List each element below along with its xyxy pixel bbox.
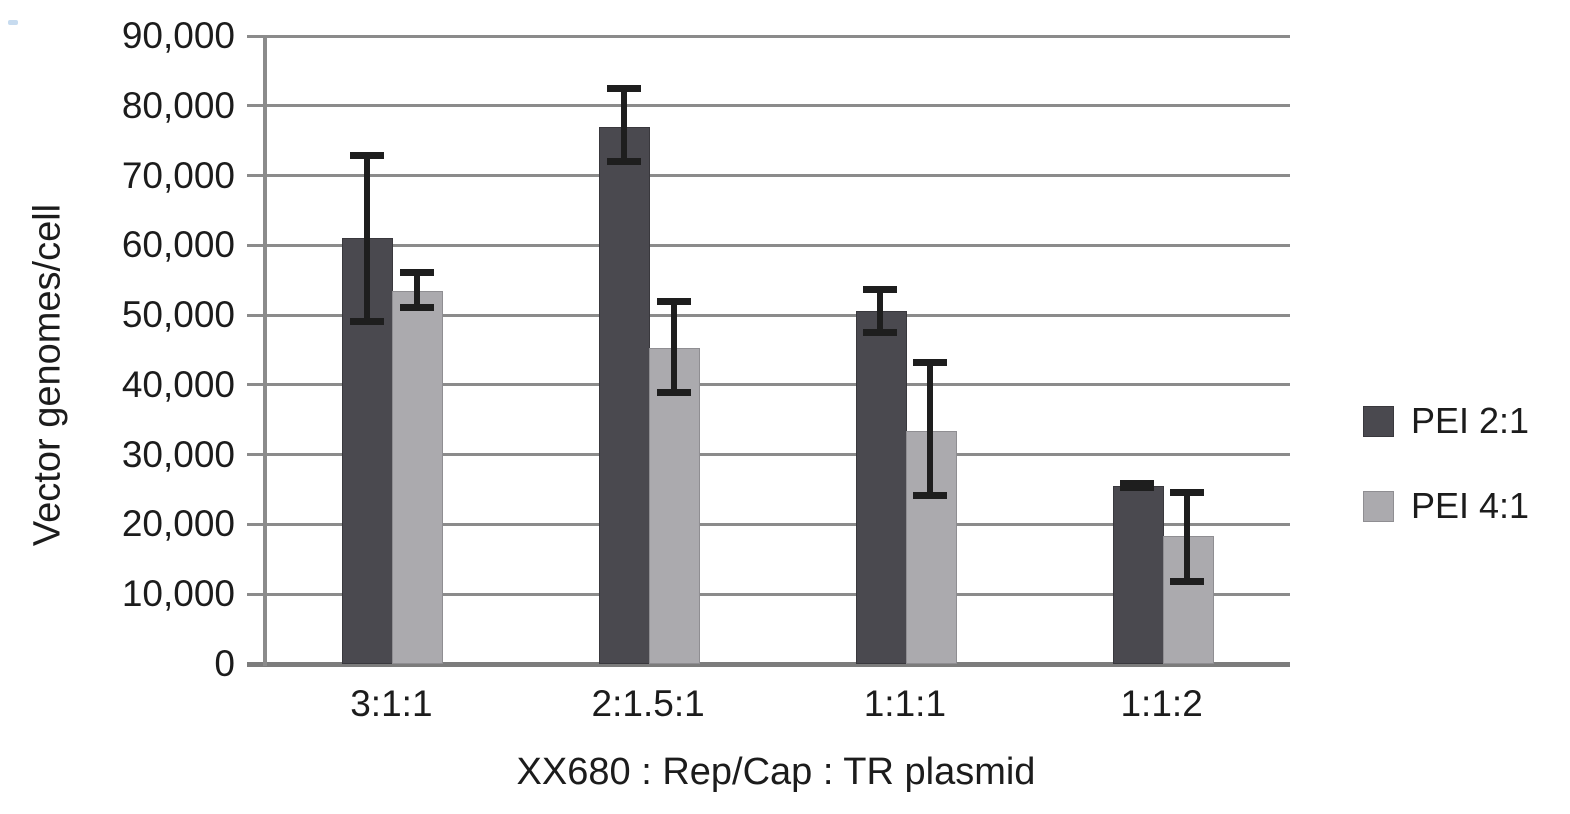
x-category-label: 1:1:2 bbox=[1120, 683, 1203, 724]
gridline bbox=[263, 104, 1290, 108]
y-tick-label: 60,000 bbox=[121, 224, 235, 266]
error-cap-top bbox=[913, 358, 948, 366]
bar-pei-4-1-3-1-1 bbox=[392, 291, 444, 664]
error-cap-bottom bbox=[349, 318, 384, 326]
legend-label: PEI 2:1 bbox=[1411, 400, 1530, 441]
error-cap-bottom bbox=[913, 491, 948, 499]
legend-swatch-pei-4-1 bbox=[1363, 490, 1394, 522]
scan-artifact bbox=[8, 20, 18, 25]
error-whisker bbox=[877, 289, 884, 334]
y-tick bbox=[247, 34, 263, 38]
error-whisker bbox=[413, 271, 420, 309]
error-cap-top bbox=[1170, 488, 1205, 496]
gridline bbox=[263, 243, 1290, 247]
y-tick-label: 10,000 bbox=[121, 573, 235, 615]
bar-pei-2-1-1-1-2 bbox=[1112, 486, 1164, 664]
gridline bbox=[263, 313, 1290, 317]
x-axis-title: XX680 : Rep/Cap : TR plasmid bbox=[516, 751, 1036, 793]
error-cap-bottom bbox=[863, 329, 898, 337]
x-category-label: 2:1.5:1 bbox=[591, 683, 705, 724]
bar-pei-4-1-2-1-5-1 bbox=[649, 347, 701, 664]
y-tick bbox=[247, 174, 263, 178]
error-cap-top bbox=[656, 298, 691, 306]
error-cap-top bbox=[1120, 479, 1155, 487]
error-cap-top bbox=[399, 268, 434, 276]
y-tick bbox=[247, 104, 263, 108]
y-tick bbox=[247, 243, 263, 247]
legend-label: PEI 4:1 bbox=[1411, 485, 1530, 526]
error-cap-bottom bbox=[606, 157, 641, 165]
error-whisker bbox=[670, 301, 677, 394]
error-cap-bottom bbox=[656, 389, 691, 397]
y-tick-label: 20,000 bbox=[121, 503, 235, 545]
plot-area bbox=[247, 34, 1290, 667]
y-tick-label: 0 bbox=[214, 643, 235, 684]
error-whisker bbox=[363, 154, 370, 323]
error-whisker bbox=[1184, 491, 1191, 583]
error-cap-bottom bbox=[1120, 484, 1155, 492]
y-tick-label: 90,000 bbox=[121, 15, 235, 56]
y-tick-label: 50,000 bbox=[121, 294, 235, 336]
gridline bbox=[263, 453, 1290, 457]
error-cap-bottom bbox=[1170, 578, 1205, 586]
y-tick bbox=[247, 453, 263, 457]
legend-swatch-pei-2-1 bbox=[1363, 405, 1394, 437]
x-axis-line bbox=[247, 662, 1290, 667]
y-tick bbox=[247, 313, 263, 317]
error-cap-top bbox=[606, 84, 641, 92]
error-cap-top bbox=[349, 151, 384, 159]
y-tick-label: 80,000 bbox=[121, 84, 235, 126]
gridline bbox=[263, 34, 1290, 38]
y-tick bbox=[247, 592, 263, 596]
legend: PEI 2:1 PEI 4:1 bbox=[1363, 400, 1529, 575]
bar-pei-2-1-1-1-1 bbox=[855, 310, 907, 664]
gridline bbox=[263, 592, 1290, 596]
x-category-label: 1:1:1 bbox=[863, 683, 947, 724]
bar-pei-2-1-2-1-5-1 bbox=[599, 126, 651, 664]
error-whisker bbox=[927, 361, 934, 496]
legend-item: PEI 2:1 bbox=[1363, 400, 1529, 441]
gridline bbox=[263, 522, 1290, 526]
x-category-label: 3:1:1 bbox=[350, 683, 433, 724]
y-tick-label: 40,000 bbox=[121, 363, 235, 405]
gridline bbox=[263, 383, 1290, 387]
gridline bbox=[263, 174, 1290, 178]
error-cap-bottom bbox=[399, 304, 434, 312]
y-tick bbox=[247, 522, 263, 526]
y-tick-label: 30,000 bbox=[121, 433, 235, 475]
error-whisker bbox=[620, 87, 627, 162]
y-tick-label: 70,000 bbox=[121, 154, 235, 196]
y-axis-line bbox=[263, 36, 267, 666]
y-tick bbox=[247, 383, 263, 387]
legend-item: PEI 4:1 bbox=[1363, 485, 1529, 526]
error-cap-top bbox=[863, 286, 898, 294]
